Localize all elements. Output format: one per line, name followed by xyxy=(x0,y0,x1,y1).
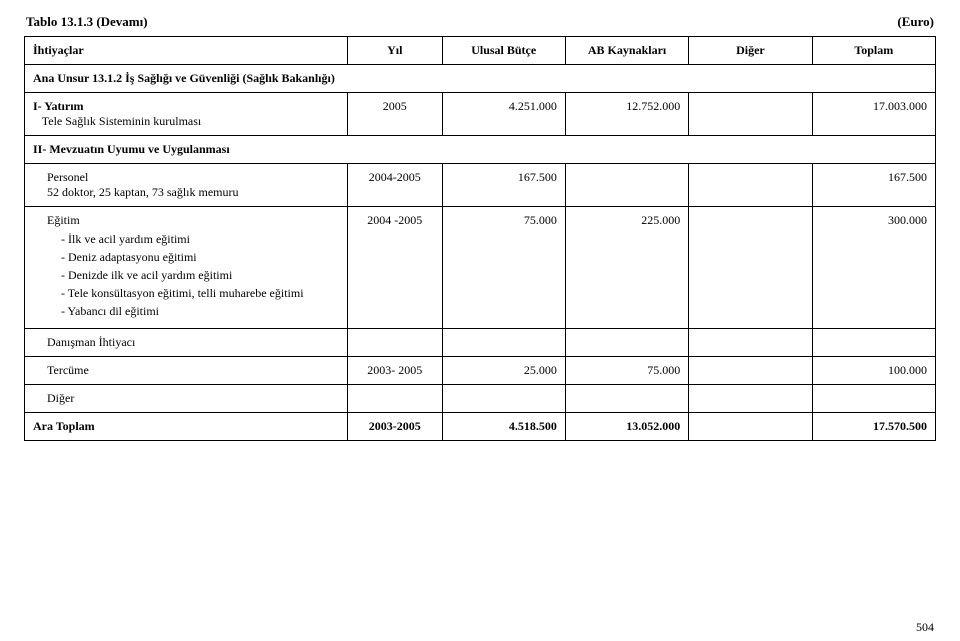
tercume-toplam: 100.000 xyxy=(812,357,935,385)
mevzuat-header-row: II- Mevzuatın Uyumu ve Uygulanması xyxy=(25,136,936,164)
yatirim-toplam: 17.003.000 xyxy=(812,93,935,136)
diger-yil xyxy=(348,385,443,413)
col-header-ulusal-butce: Ulusal Bütçe xyxy=(442,37,565,65)
egitim-line-3: - Denizde ilk ve acil yardım eğitimi xyxy=(61,268,339,283)
egitim-sub-list: - İlk ve acil yardım eğitimi - Deniz ada… xyxy=(61,232,339,319)
table-header-row: İhtiyaçlar Yıl Ulusal Bütçe AB Kaynaklar… xyxy=(25,37,936,65)
egitim-yil: 2004 -2005 xyxy=(348,207,443,329)
yatirim-label: I- Yatırım xyxy=(33,99,339,114)
personel-ulusal: 167.500 xyxy=(442,164,565,207)
diger-ulusal xyxy=(442,385,565,413)
tercume-ulusal: 25.000 xyxy=(442,357,565,385)
yatirim-ab: 12.752.000 xyxy=(565,93,688,136)
tercume-label: Tercüme xyxy=(25,357,348,385)
ara-toplam-label: Ara Toplam xyxy=(25,413,348,441)
col-header-diger: Diğer xyxy=(689,37,812,65)
title-row: Tablo 13.1.3 (Devamı) (Euro) xyxy=(24,14,936,36)
diger-diger xyxy=(689,385,812,413)
ara-toplam-row: Ara Toplam 2003-2005 4.518.500 13.052.00… xyxy=(25,413,936,441)
personel-label-cell: Personel 52 doktor, 25 kaptan, 73 sağlık… xyxy=(25,164,348,207)
danisman-label: Danışman İhtiyacı xyxy=(25,329,348,357)
tercume-row: Tercüme 2003- 2005 25.000 75.000 100.000 xyxy=(25,357,936,385)
egitim-diger xyxy=(689,207,812,329)
yatirim-sub: Tele Sağlık Sisteminin kurulması xyxy=(33,114,339,129)
ana-unsur-row: Ana Unsur 13.1.2 İş Sağlığı ve Güvenliği… xyxy=(25,65,936,93)
yatirim-diger xyxy=(689,93,812,136)
ara-toplam-ab: 13.052.000 xyxy=(565,413,688,441)
col-header-yil: Yıl xyxy=(348,37,443,65)
egitim-row: Eğitim - İlk ve acil yardım eğitimi - De… xyxy=(25,207,936,329)
diger-row: Diğer xyxy=(25,385,936,413)
egitim-label-cell: Eğitim - İlk ve acil yardım eğitimi - De… xyxy=(25,207,348,329)
requirements-table: İhtiyaçlar Yıl Ulusal Bütçe AB Kaynaklar… xyxy=(24,36,936,441)
col-header-ihtiyaclar: İhtiyaçlar xyxy=(25,37,348,65)
ara-toplam-toplam: 17.570.500 xyxy=(812,413,935,441)
yatirim-yil: 2005 xyxy=(348,93,443,136)
ara-toplam-yil: 2003-2005 xyxy=(348,413,443,441)
diger-ab xyxy=(565,385,688,413)
egitim-line-5: - Yabancı dil eğitimi xyxy=(61,304,339,319)
personel-toplam: 167.500 xyxy=(812,164,935,207)
personel-label: Personel xyxy=(47,170,339,185)
egitim-line-2: - Deniz adaptasyonu eğitimi xyxy=(61,250,339,265)
egitim-ab: 225.000 xyxy=(565,207,688,329)
col-header-ab-kaynaklari: AB Kaynakları xyxy=(565,37,688,65)
egitim-label: Eğitim xyxy=(47,213,339,228)
yatirim-ulusal: 4.251.000 xyxy=(442,93,565,136)
personel-row: Personel 52 doktor, 25 kaptan, 73 sağlık… xyxy=(25,164,936,207)
danisman-diger xyxy=(689,329,812,357)
danisman-ab xyxy=(565,329,688,357)
danisman-toplam xyxy=(812,329,935,357)
danisman-row: Danışman İhtiyacı xyxy=(25,329,936,357)
tercume-diger xyxy=(689,357,812,385)
egitim-line-4: - Tele konsültasyon eğitimi, telli muhar… xyxy=(61,286,339,301)
yatirim-row: I- Yatırım Tele Sağlık Sisteminin kurulm… xyxy=(25,93,936,136)
tercume-ab: 75.000 xyxy=(565,357,688,385)
yatirim-label-cell: I- Yatırım Tele Sağlık Sisteminin kurulm… xyxy=(25,93,348,136)
personel-diger xyxy=(689,164,812,207)
mevzuat-header: II- Mevzuatın Uyumu ve Uygulanması xyxy=(25,136,936,164)
personel-sub: 52 doktor, 25 kaptan, 73 sağlık memuru xyxy=(47,185,339,200)
currency-label: (Euro) xyxy=(897,14,934,30)
danisman-yil xyxy=(348,329,443,357)
table-continuation-title: Tablo 13.1.3 (Devamı) xyxy=(26,14,148,30)
personel-yil: 2004-2005 xyxy=(348,164,443,207)
ara-toplam-diger xyxy=(689,413,812,441)
page-number: 504 xyxy=(916,620,934,635)
ara-toplam-ulusal: 4.518.500 xyxy=(442,413,565,441)
page-container: Tablo 13.1.3 (Devamı) (Euro) İhtiyaçlar … xyxy=(0,0,960,641)
egitim-line-1: - İlk ve acil yardım eğitimi xyxy=(61,232,339,247)
egitim-ulusal: 75.000 xyxy=(442,207,565,329)
diger-toplam xyxy=(812,385,935,413)
tercume-yil: 2003- 2005 xyxy=(348,357,443,385)
egitim-toplam: 300.000 xyxy=(812,207,935,329)
diger-label: Diğer xyxy=(25,385,348,413)
col-header-toplam: Toplam xyxy=(812,37,935,65)
personel-ab xyxy=(565,164,688,207)
ana-unsur-label: Ana Unsur 13.1.2 İş Sağlığı ve Güvenliği… xyxy=(25,65,936,93)
danisman-ulusal xyxy=(442,329,565,357)
